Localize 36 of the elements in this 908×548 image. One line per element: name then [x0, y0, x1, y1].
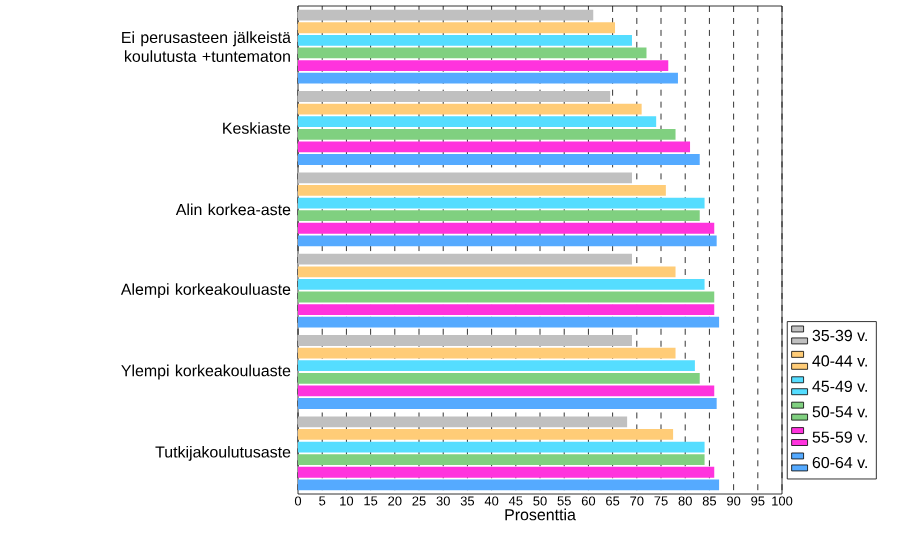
bar [298, 34, 632, 46]
bar [298, 253, 632, 265]
bar [298, 441, 705, 453]
bar [298, 116, 657, 128]
bar [298, 278, 705, 290]
bar [298, 210, 700, 222]
bar [298, 128, 676, 140]
bar [298, 304, 715, 315]
bar [298, 385, 715, 397]
bar [298, 197, 705, 209]
bar [298, 103, 642, 115]
bar [298, 291, 715, 303]
bar [298, 91, 611, 102]
bar [298, 60, 669, 71]
bar [298, 479, 720, 491]
bar [298, 398, 717, 409]
bar [298, 22, 616, 34]
bar [298, 185, 666, 196]
bar [298, 9, 594, 21]
bar [298, 335, 632, 346]
bar [298, 47, 647, 59]
bar [298, 154, 700, 165]
bar [298, 316, 720, 328]
bar [298, 141, 691, 153]
bar [298, 360, 695, 372]
bar [298, 347, 676, 359]
bar [298, 372, 700, 384]
bar [298, 222, 715, 234]
bar [298, 72, 678, 84]
bar [298, 172, 632, 184]
bar [298, 416, 628, 428]
bar [298, 454, 705, 466]
bar [298, 429, 674, 440]
bar [298, 266, 676, 278]
bar [298, 466, 715, 478]
bar [298, 235, 717, 247]
